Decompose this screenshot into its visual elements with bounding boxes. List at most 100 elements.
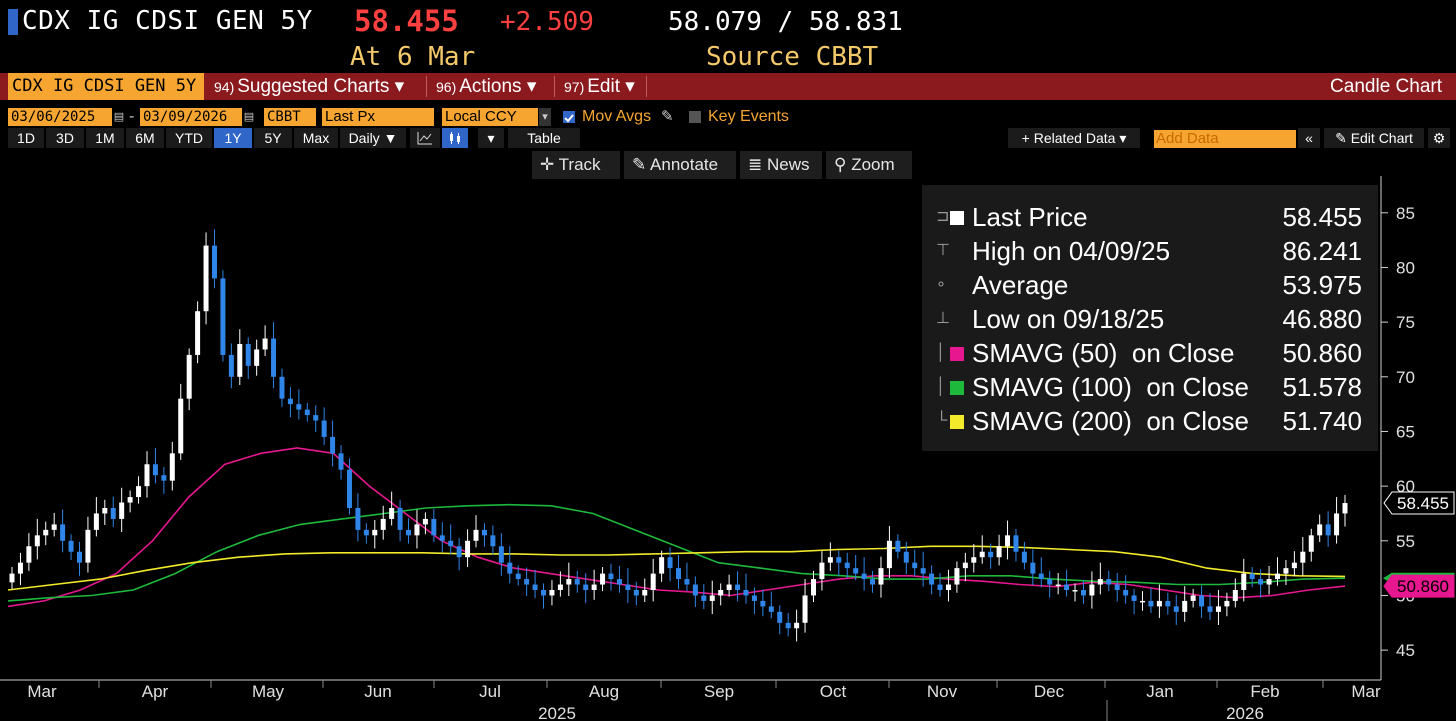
currency-select[interactable]: Local CCY (442, 108, 538, 126)
mov-avgs-checkbox[interactable] (563, 111, 575, 123)
candle-body (372, 529, 378, 536)
menu-suggested-charts[interactable]: 94) Suggested Charts ▾ (208, 73, 404, 100)
track-tool[interactable]: ✛ Track (532, 151, 620, 179)
mov-avgs-label[interactable]: Mov Avgs (582, 108, 652, 125)
menu-edit[interactable]: 97) Edit ▾ (558, 73, 635, 100)
chevron-down-icon[interactable]: ▾ (478, 128, 504, 148)
chart-legend: ⊐ Last Price 58.455 ⊤ High on 04/09/25 8… (922, 185, 1378, 451)
related-data-button[interactable]: + Related Data ▾ (1008, 128, 1140, 148)
candle-body (608, 573, 614, 580)
gear-icon[interactable]: ⚙ (1428, 128, 1450, 148)
legend-row-average[interactable]: ∘ Average 53.975 (922, 268, 1378, 302)
moving-average-line (7, 447, 1346, 608)
moving-average-line (7, 503, 1346, 602)
candle-body (1300, 551, 1306, 563)
menu-bar: CDX IG CDSI GEN 5Y 94) Suggested Charts ▾… (0, 73, 1456, 100)
candle-body (1156, 600, 1162, 607)
legend-row-high[interactable]: ⊤ High on 04/09/25 86.241 (922, 234, 1378, 268)
collapse-icon[interactable]: « (1298, 128, 1320, 148)
candle-chart[interactable]: 455055606570758085 MarAprMayJunJulAugSep… (0, 150, 1456, 721)
legend-tree-icon: └ (936, 412, 948, 429)
pricing-source-input[interactable]: CBBT (264, 108, 316, 126)
candle-body (1013, 535, 1019, 552)
pencil-icon[interactable]: ✎ (661, 108, 674, 125)
start-date-input[interactable]: 03/06/2025 (8, 108, 112, 126)
line-chart-icon[interactable] (410, 128, 440, 148)
y-tick-label: 60 (1396, 477, 1415, 496)
period-button[interactable]: 1M (86, 128, 124, 148)
period-button[interactable]: 5Y (254, 128, 292, 148)
candle-body (380, 518, 386, 530)
legend-tree-icon: │ (936, 344, 946, 361)
period-button[interactable]: YTD (166, 128, 212, 148)
legend-row-low[interactable]: ⊥ Low on 09/18/25 46.880 (922, 302, 1378, 336)
candle-body (1106, 579, 1112, 585)
legend-label: SMAVG (200) on Close (972, 406, 1249, 436)
legend-row-last-price[interactable]: ⊐ Last Price 58.455 (922, 200, 1378, 234)
candle-body (85, 529, 91, 563)
table-button[interactable]: Table (508, 128, 580, 148)
key-events-label[interactable]: Key Events (708, 108, 789, 125)
candle-body (819, 562, 825, 580)
menu-security-field[interactable]: CDX IG CDSI GEN 5Y (8, 73, 204, 100)
candle-body (937, 584, 943, 590)
legend-row-smavg-50[interactable]: │ SMAVG (50) on Close 50.860 (922, 336, 1378, 370)
frequency-select[interactable]: Daily ▼ (340, 128, 406, 148)
add-data-input[interactable]: Add Data (1154, 130, 1296, 148)
candle-body (768, 606, 774, 612)
period-button[interactable]: 3D (46, 128, 84, 148)
chevron-down-icon[interactable]: ▾ (539, 108, 551, 126)
field-select[interactable]: Last Px (322, 108, 434, 126)
legend-swatch (950, 347, 964, 361)
candle-body (296, 404, 302, 410)
candle-body (1089, 584, 1095, 596)
candle-body (1190, 595, 1196, 601)
legend-label: High on 04/09/25 (972, 236, 1171, 266)
candle-body (498, 546, 504, 563)
period-button[interactable]: Max (294, 128, 338, 148)
key-events-checkbox[interactable] (689, 111, 701, 123)
legend-row-smavg-200[interactable]: └ SMAVG (200) on Close 51.740 (922, 404, 1378, 438)
candle-chart-icon[interactable] (442, 128, 468, 148)
menu-actions[interactable]: 96) Actions ▾ (430, 73, 536, 100)
news-tool[interactable]: ≣ News (740, 151, 822, 179)
period-button[interactable]: 1D (8, 128, 44, 148)
candle-body (1173, 606, 1179, 612)
candle-body (633, 590, 639, 596)
candle-body (110, 508, 116, 519)
period-button[interactable]: 1Y (214, 128, 252, 148)
candle-body (93, 513, 99, 530)
candle-body (363, 529, 369, 536)
candle-body (397, 508, 403, 530)
candle-body (237, 344, 243, 377)
chart-type-label[interactable]: Candle Chart (1330, 76, 1442, 97)
edit-chart-button[interactable]: ✎ Edit Chart (1324, 128, 1424, 148)
candle-body (203, 245, 209, 312)
price-change: +2.509 (500, 7, 594, 37)
security-flag-icon (8, 9, 18, 35)
legend-value: 51.740 (1282, 406, 1362, 436)
calendar-icon[interactable]: ▤ (113, 111, 125, 123)
x-tick-label: Aug (589, 682, 619, 701)
candle-body (1165, 600, 1171, 607)
annotate-tool[interactable]: ✎ Annotate (624, 151, 736, 179)
candle-body (541, 590, 547, 596)
candle-body (1030, 562, 1036, 574)
candle-body (861, 573, 867, 580)
end-date-input[interactable]: 03/09/2026 (140, 108, 242, 126)
legend-value: 86.241 (1282, 236, 1362, 266)
track-label: Track (558, 155, 601, 174)
security-title[interactable]: CDX IG CDSI GEN 5Y (22, 6, 313, 36)
candle-body (1072, 590, 1078, 592)
candle-body (1080, 590, 1086, 596)
period-button[interactable]: 6M (126, 128, 164, 148)
candle-body (1064, 584, 1070, 590)
y-tick-label: 85 (1396, 204, 1415, 223)
candle-body (161, 475, 167, 481)
price-tag-label: 50.860 (1397, 577, 1449, 596)
x-tick-label: Feb (1250, 682, 1279, 701)
legend-label: Low on 09/18/25 (972, 304, 1165, 334)
zoom-tool[interactable]: ⚲ Zoom (826, 151, 912, 179)
legend-row-smavg-100[interactable]: │ SMAVG (100) on Close 51.578 (922, 370, 1378, 404)
calendar-icon[interactable]: ▤ (243, 111, 255, 123)
